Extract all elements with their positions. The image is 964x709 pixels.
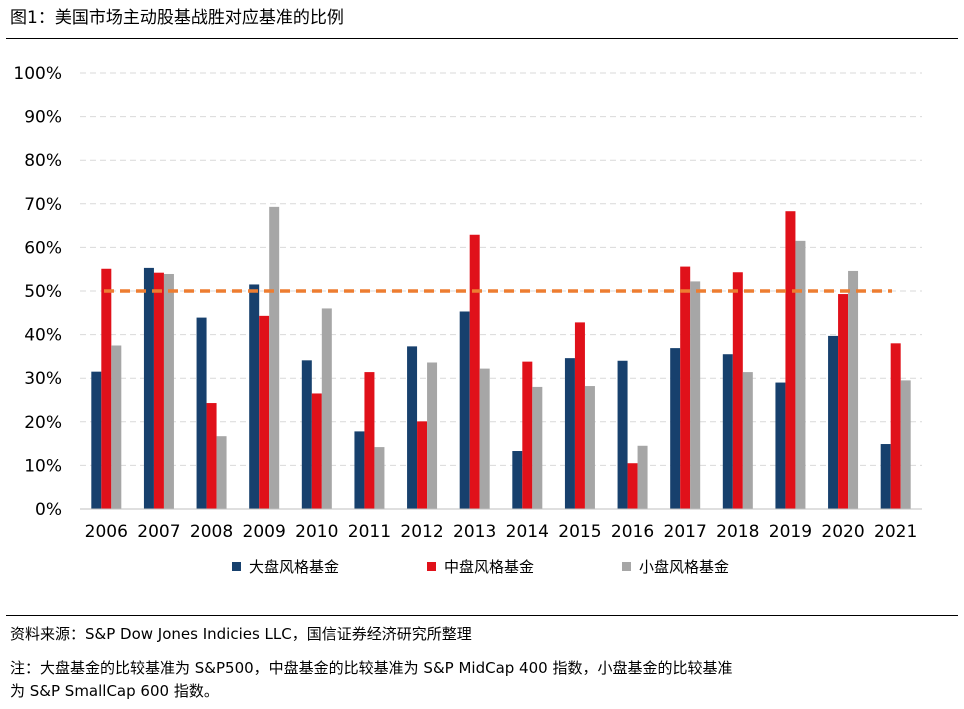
x-tick-label: 2020 [821,522,864,542]
source-note: 资料来源：S&P Dow Jones Indicies LLC，国信证券经济研究… [10,625,472,643]
bar-large-cap-2019 [775,382,786,509]
x-tick-label: 2016 [611,522,654,542]
legend-label-large-cap: 大盘风格基金 [249,558,340,576]
bar-chart: 0% 10% 20% 30% 40% 50% 60% 70% 80% 90% 100% 2006 200… [13,64,922,542]
bar-small-cap-2012 [427,362,438,509]
bar-mid-cap-2014 [522,361,533,509]
x-tick-label: 2011 [348,522,391,542]
bar-small-cap-2011 [374,447,385,509]
bar-large-cap-2009 [249,284,260,509]
bar-small-cap-2006 [111,345,122,509]
bar-large-cap-2006 [91,371,102,509]
legend-item-large-cap: 大盘风格基金 [232,556,339,577]
y-tick-label: 10% [24,456,62,476]
bar-large-cap-2013 [459,311,470,509]
bar-small-cap-2020 [848,270,859,509]
y-tick-label: 90% [24,108,62,128]
legend-label-small-cap: 小盘风格基金 [639,558,730,576]
bar-mid-cap-2008 [206,403,217,509]
x-tick-label: 2018 [716,522,759,542]
bar-small-cap-2015 [584,386,595,509]
y-tick-label: 20% [24,413,62,433]
bar-mid-cap-2018 [732,272,743,509]
bar-mid-cap-2020 [838,294,849,509]
x-tick-label: 2019 [769,522,812,542]
bar-layer [91,206,911,510]
bar-large-cap-2015 [564,358,575,509]
bar-mid-cap-2009 [259,315,270,509]
bar-mid-cap-2019 [785,211,796,509]
x-tick-label: 2012 [400,522,443,542]
y-tick-label: 70% [24,195,62,215]
y-tick-label: 0% [35,500,62,520]
bar-mid-cap-2006 [101,268,112,509]
axis-layer: 0% 10% 20% 30% 40% 50% 60% 70% 80% 90% 100% 2006 200… [13,64,922,542]
x-tick-label: 2013 [453,522,496,542]
bar-mid-cap-2013 [469,234,480,510]
bar-large-cap-2011 [354,431,365,509]
legend: 大盘风格基金 中盘风格基金 小盘风格基金 [0,556,964,578]
bar-large-cap-2008 [196,317,207,509]
bar-large-cap-2016 [617,360,628,509]
bar-large-cap-2014 [512,451,523,509]
bar-mid-cap-2012 [417,421,428,509]
x-tick-label: 2006 [85,522,128,542]
bar-small-cap-2009 [269,206,280,510]
bar-large-cap-2017 [670,348,681,509]
x-tick-label: 2007 [137,522,180,542]
x-tick-label: 2015 [558,522,601,542]
legend-item-small-cap: 小盘风格基金 [622,556,729,577]
bottom-rule [6,615,958,616]
bar-small-cap-2019 [795,240,806,510]
bar-mid-cap-2017 [680,266,691,509]
x-tick-label: 2021 [874,522,917,542]
y-tick-label: 40% [24,326,62,346]
x-tick-label: 2014 [506,522,549,542]
bar-small-cap-2007 [163,273,174,509]
legend-label-mid-cap: 中盘风格基金 [444,558,535,576]
legend-swatch-large-cap [232,562,241,571]
bar-small-cap-2021 [900,380,911,509]
bar-mid-cap-2011 [364,372,375,509]
bar-small-cap-2010 [321,308,332,509]
bar-small-cap-2014 [532,386,543,509]
x-tick-label: 2008 [190,522,233,542]
bar-small-cap-2008 [216,436,227,509]
y-tick-label: 60% [24,238,62,258]
bar-large-cap-2020 [828,335,839,509]
footnote-line-1: 注：大盘基金的比较基准为 S&P500，中盘基金的比较基准为 S&P MidCa… [10,659,733,677]
legend-swatch-small-cap [622,562,631,571]
bar-mid-cap-2021 [890,343,901,509]
legend-swatch-mid-cap [427,562,436,571]
bar-small-cap-2016 [637,445,648,509]
bar-mid-cap-2007 [153,272,164,509]
bar-mid-cap-2015 [574,322,585,509]
bar-small-cap-2018 [742,372,753,509]
x-tick-label: 2010 [295,522,338,542]
figure-title: 图1：美国市场主动股基战胜对应基准的比例 [10,8,344,28]
x-tick-label: 2017 [664,522,707,542]
top-rule [6,38,958,39]
y-tick-label: 30% [24,369,62,389]
y-tick-label: 50% [24,282,62,302]
grid-layer [80,72,922,466]
bar-large-cap-2018 [722,354,733,509]
bar-mid-cap-2010 [311,393,322,509]
bar-mid-cap-2016 [627,463,638,509]
bar-large-cap-2010 [301,360,312,509]
bar-large-cap-2007 [143,267,154,509]
bar-small-cap-2017 [690,281,701,509]
footnote-line-2: 为 S&P SmallCap 600 指数。 [10,682,219,700]
y-tick-label: 80% [24,151,62,171]
bar-small-cap-2013 [479,368,490,509]
legend-item-mid-cap: 中盘风格基金 [427,556,534,577]
bar-large-cap-2012 [407,346,418,509]
bar-large-cap-2021 [880,444,891,509]
y-tick-label: 100% [13,64,62,84]
x-tick-label: 2009 [243,522,286,542]
